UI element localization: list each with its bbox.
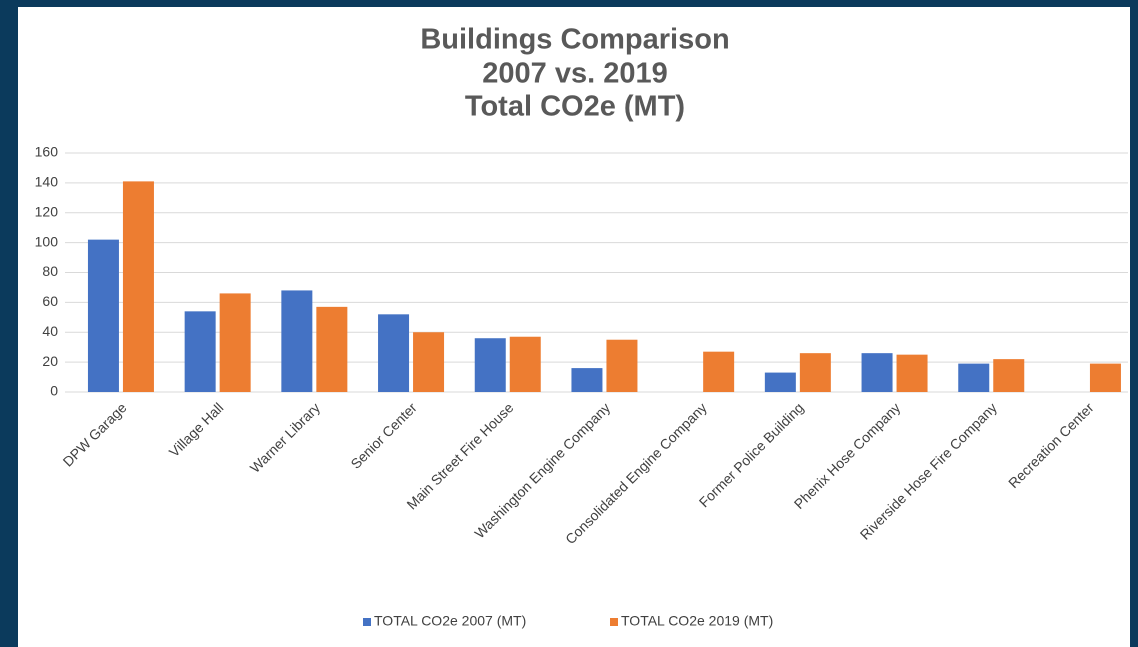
bar [184, 311, 216, 392]
bar [861, 353, 893, 392]
bar [764, 372, 796, 392]
bar [606, 339, 638, 392]
y-tick-label: 60 [42, 293, 58, 309]
y-tick-label: 120 [35, 203, 59, 219]
y-tick-label: 100 [35, 233, 59, 249]
bar [571, 368, 603, 392]
bar [378, 314, 410, 392]
bar [703, 351, 735, 392]
legend-swatch [363, 618, 371, 626]
bar [474, 338, 506, 392]
chart-title: Total CO2e (MT) [465, 91, 685, 123]
chart-title: Buildings Comparison [420, 24, 729, 56]
y-tick-label: 140 [35, 174, 59, 190]
y-tick-label: 20 [42, 353, 58, 369]
y-tick-label: 0 [50, 383, 58, 399]
legend-swatch [610, 618, 618, 626]
y-tick-label: 160 [35, 144, 59, 160]
bar [1089, 363, 1121, 392]
chart-title: 2007 vs. 2019 [482, 58, 667, 90]
bar [316, 306, 348, 392]
y-tick-label: 80 [42, 263, 58, 279]
legend-label: TOTAL CO2e 2007 (MT) [374, 613, 526, 629]
bar [958, 363, 990, 392]
bar [281, 290, 313, 392]
bar [896, 354, 928, 392]
bar [122, 181, 154, 392]
bar [799, 353, 831, 392]
bar [993, 359, 1025, 392]
y-tick-label: 40 [42, 323, 58, 339]
bar [509, 336, 541, 392]
legend-label: TOTAL CO2e 2019 (MT) [621, 613, 773, 629]
bar [219, 293, 251, 392]
bar [87, 239, 119, 392]
bar [413, 332, 445, 392]
